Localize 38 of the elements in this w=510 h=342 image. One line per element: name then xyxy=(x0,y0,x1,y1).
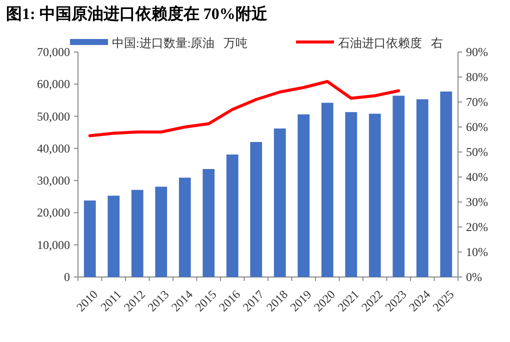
y-tick-label: 30,000 xyxy=(37,174,70,188)
y2-tick-label: 30% xyxy=(466,195,488,209)
y-tick-label: 10,000 xyxy=(37,238,70,252)
y2-tick-label: 60% xyxy=(466,120,488,134)
y2-tick-label: 50% xyxy=(466,145,488,159)
legend-label: 中国:进口数量:原油 万吨 xyxy=(112,36,248,50)
bar xyxy=(440,92,452,277)
bar xyxy=(392,96,405,277)
y2-tick-label: 70% xyxy=(466,95,488,109)
y-tick-label: 20,000 xyxy=(37,206,70,220)
bar xyxy=(274,128,286,277)
y-tick-label: 70,000 xyxy=(37,45,70,59)
bar xyxy=(155,186,168,277)
bar xyxy=(108,196,120,277)
bar xyxy=(178,178,191,277)
y2-tick-label: 20% xyxy=(466,220,488,234)
bar xyxy=(368,114,381,277)
bar xyxy=(226,154,238,277)
y2-tick-label: 0% xyxy=(466,270,482,284)
bar xyxy=(345,112,358,277)
legend-label: 石油进口依赖度 右 xyxy=(338,36,443,50)
bar xyxy=(416,99,428,277)
y2-tick-label: 10% xyxy=(466,245,488,259)
bar xyxy=(84,200,96,277)
bar xyxy=(321,102,334,277)
y-tick-label: 60,000 xyxy=(37,77,70,92)
y2-tick-label: 80% xyxy=(466,70,488,84)
bar xyxy=(298,114,310,277)
y-tick-label: 0 xyxy=(64,270,70,284)
bar xyxy=(202,169,215,277)
y-tick-label: 50,000 xyxy=(37,109,70,124)
y-tick-label: 40,000 xyxy=(37,141,70,156)
y2-tick-label: 40% xyxy=(466,170,488,184)
chart-title: 图1: 中国原油进口依赖度在 70%附近 xyxy=(6,4,268,23)
y2-tick-label: 90% xyxy=(466,45,488,59)
bar xyxy=(131,190,144,277)
line-series xyxy=(88,80,400,138)
bar xyxy=(250,142,262,277)
